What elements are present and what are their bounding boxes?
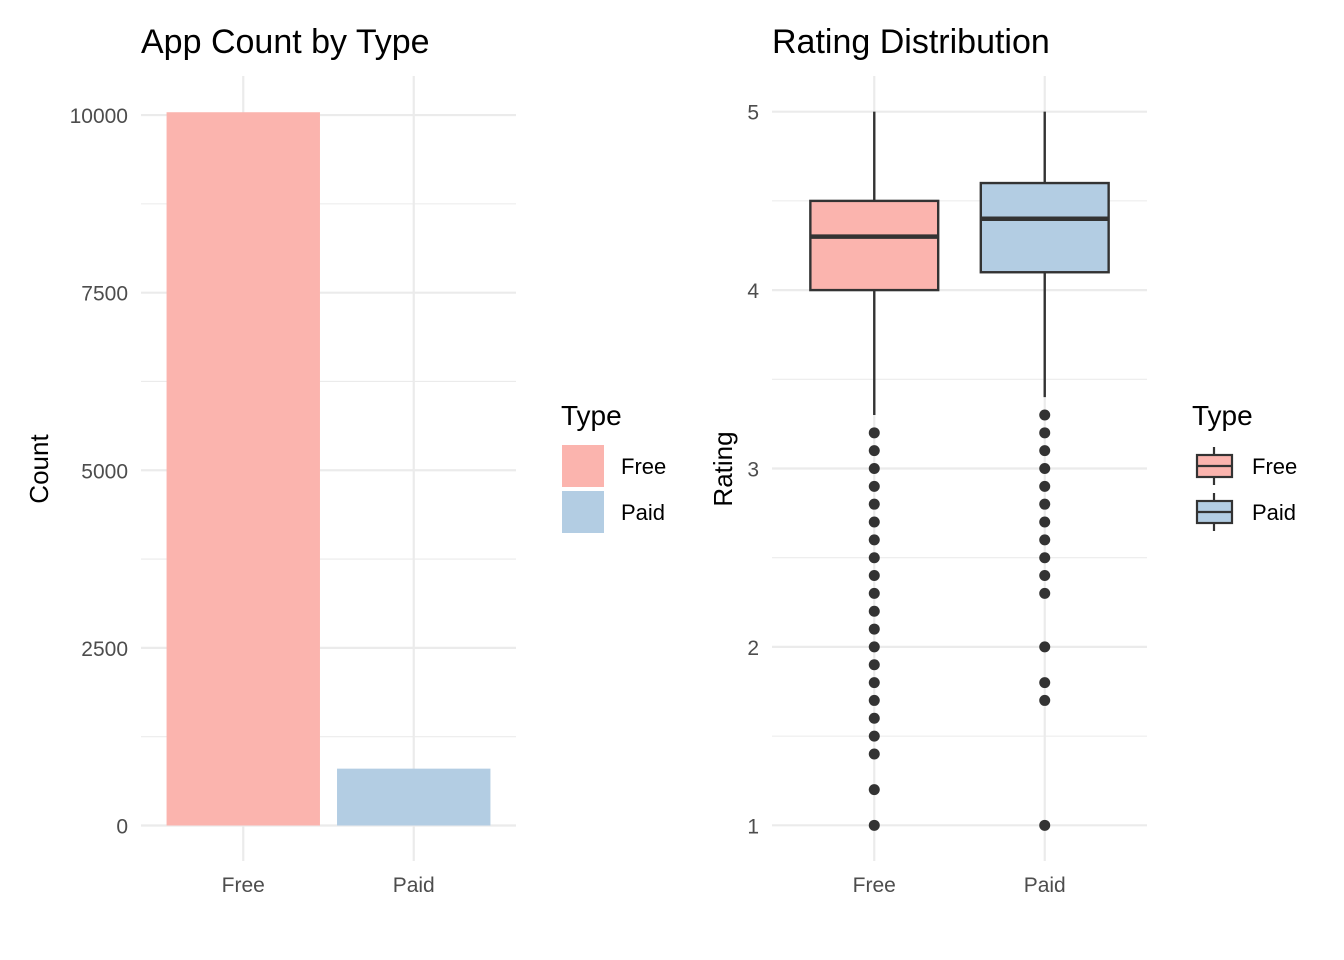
outlier-point — [1039, 641, 1051, 653]
outlier-point — [868, 570, 880, 582]
outlier-point — [868, 784, 880, 796]
y-tick-label: 0 — [116, 815, 128, 838]
outlier-point — [1039, 587, 1051, 599]
outlier-point — [1039, 516, 1051, 528]
box-plot-x-ticks: Free Paid — [853, 874, 1066, 897]
box-legend-free-key — [1195, 447, 1234, 485]
y-tick-label: 2 — [747, 637, 759, 660]
outlier-point — [1039, 819, 1051, 831]
x-tick-label: Free — [222, 874, 265, 897]
y-tick-label: 2500 — [81, 638, 128, 661]
box-legend-paid-label: Paid — [1252, 500, 1296, 525]
outlier-point — [868, 552, 880, 564]
y-tick-label: 3 — [747, 459, 759, 482]
outlier-point — [1039, 445, 1051, 457]
outlier-point — [868, 427, 880, 439]
box-free — [809, 111, 940, 831]
box-plot-legend: Type Free Paid — [1192, 400, 1297, 531]
box-plot-y-ticks: 1 2 3 4 5 — [747, 102, 759, 839]
bar-chart-y-axis-title: Count — [24, 434, 54, 504]
box-legend-title: Type — [1192, 400, 1253, 431]
bar-legend-paid-swatch — [562, 491, 604, 533]
outlier-point — [1039, 552, 1051, 564]
outlier-point — [1039, 427, 1051, 439]
outlier-point — [868, 516, 880, 528]
x-tick-label: Free — [853, 874, 896, 897]
box-plot-boxes — [809, 111, 1110, 831]
outlier-point — [868, 677, 880, 689]
y-tick-label: 4 — [747, 280, 759, 303]
outlier-point — [868, 534, 880, 546]
outlier-point — [1039, 409, 1051, 421]
bar-chart-legend: Type Free Paid — [561, 400, 666, 533]
outlier-point — [1039, 480, 1051, 492]
bar-chart-title: App Count by Type — [141, 23, 430, 61]
outlier-point — [1039, 498, 1051, 510]
outlier-point — [868, 463, 880, 474]
outlier-point — [1039, 570, 1051, 582]
box-plot-panel: Rating Distribution 1 2 3 4 5 Free Paid Ratin… — [708, 23, 1297, 897]
box-legend-paid-key — [1195, 493, 1234, 531]
x-tick-label: Paid — [1024, 874, 1066, 897]
iqr-box — [809, 199, 940, 292]
y-tick-label: 5 — [747, 102, 759, 125]
iqr-box — [979, 181, 1110, 274]
outlier-point — [868, 712, 880, 724]
bar-legend-paid-label: Paid — [621, 500, 665, 525]
bar-free — [166, 112, 320, 826]
outlier-point — [868, 623, 880, 635]
bar-chart-x-ticks: Free Paid — [222, 874, 435, 897]
outlier-point — [868, 480, 880, 492]
outlier-point — [868, 498, 880, 510]
bar-chart-bars — [166, 112, 491, 826]
outlier-point — [1039, 694, 1051, 706]
outlier-point — [1039, 677, 1051, 689]
bar-paid — [337, 768, 491, 826]
y-tick-label: 7500 — [81, 283, 128, 306]
box-paid — [979, 111, 1110, 831]
outlier-point — [868, 730, 880, 742]
y-tick-label: 1 — [747, 815, 759, 838]
outlier-point — [868, 587, 880, 599]
y-tick-label: 5000 — [81, 460, 128, 483]
y-tick-label: 10000 — [70, 105, 128, 128]
outlier-point — [1039, 463, 1051, 474]
outlier-point — [868, 445, 880, 457]
box-plot-title: Rating Distribution — [772, 23, 1050, 61]
outlier-point — [868, 748, 880, 760]
outlier-point — [868, 819, 880, 831]
outlier-point — [1039, 534, 1051, 546]
outlier-point — [868, 641, 880, 653]
x-tick-label: Paid — [393, 874, 435, 897]
bar-legend-free-label: Free — [621, 454, 666, 479]
bar-chart-y-ticks: 0 2500 5000 7500 10000 — [70, 105, 128, 838]
outlier-point — [868, 659, 880, 671]
bar-chart-panel: App Count by Type 0 2500 5000 7500 10000 Fre… — [24, 23, 666, 897]
bar-legend-free-swatch — [562, 445, 604, 487]
bar-legend-title: Type — [561, 400, 622, 431]
outlier-point — [868, 605, 880, 617]
outlier-point — [868, 694, 880, 706]
box-plot-y-axis-title: Rating — [708, 431, 738, 506]
box-legend-free-label: Free — [1252, 454, 1297, 479]
